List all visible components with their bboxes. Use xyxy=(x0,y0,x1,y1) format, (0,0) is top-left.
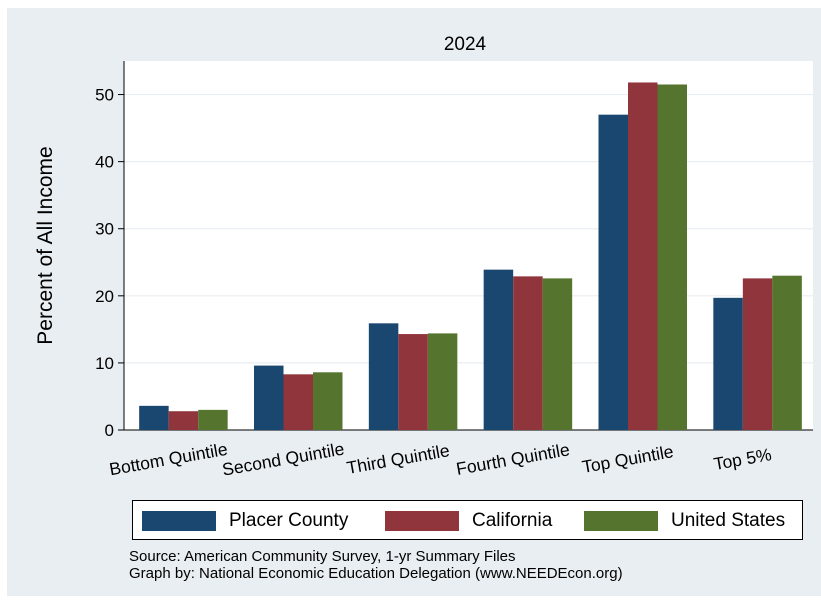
y-tick-label: 0 xyxy=(105,421,114,440)
legend-label-placer-county: Placer County xyxy=(229,510,349,531)
bar-placer-county-top-quintile xyxy=(598,114,628,430)
legend-swatch-united-states xyxy=(584,511,658,531)
x-tick-label: Bottom Quintile xyxy=(108,439,229,479)
plot-area xyxy=(124,61,813,430)
source-note: Source: American Community Survey, 1-yr … xyxy=(129,548,516,565)
bar-united-states-fourth-quintile xyxy=(542,278,573,430)
legend-label-california: California xyxy=(472,510,553,531)
bar-california-top-5 xyxy=(742,278,773,430)
bar-placer-county-bottom-quintile xyxy=(139,405,169,430)
y-tick-label: 10 xyxy=(95,354,114,373)
y-tick-label: 40 xyxy=(95,153,114,172)
legend-item-united-states: United States xyxy=(584,510,785,532)
legend-item-california: California xyxy=(385,510,552,532)
credit-note: Graph by: National Economic Education De… xyxy=(129,565,623,582)
y-tick-label: 20 xyxy=(95,287,114,306)
bar-united-states-second-quintile xyxy=(313,372,343,430)
x-tick-label: Fourth Quintile xyxy=(455,439,572,479)
bar-united-states-top-5 xyxy=(772,275,802,430)
bar-california-top-quintile xyxy=(628,82,658,431)
bar-united-states-top-quintile xyxy=(657,84,687,431)
bar-placer-county-third-quintile xyxy=(368,323,399,430)
legend-swatch-placer-county xyxy=(142,511,216,531)
bar-united-states-third-quintile xyxy=(427,333,458,430)
x-tick-label: Top 5% xyxy=(712,444,773,474)
bar-california-bottom-quintile xyxy=(168,411,199,430)
legend-item-placer-county: Placer County xyxy=(142,510,348,532)
bar-united-states-bottom-quintile xyxy=(198,409,228,430)
y-tick-label: 30 xyxy=(95,220,114,239)
y-tick-label: 50 xyxy=(95,86,114,105)
legend-swatch-california xyxy=(385,511,459,531)
x-tick-label: Second Quintile xyxy=(221,439,346,480)
bar-california-third-quintile xyxy=(398,334,428,430)
bar-california-second-quintile xyxy=(283,374,313,430)
y-axis-title: Percent of All Income xyxy=(34,146,57,344)
legend-label-united-states: United States xyxy=(671,510,786,531)
bar-placer-county-second-quintile xyxy=(254,365,284,430)
chart-title: 2024 xyxy=(443,34,487,55)
bar-placer-county-top-5 xyxy=(713,297,743,430)
bar-placer-county-fourth-quintile xyxy=(483,269,514,430)
bar-california-fourth-quintile xyxy=(513,276,543,430)
x-tick-label: Third Quintile xyxy=(345,440,451,478)
legend: Placer County California United States xyxy=(132,500,803,540)
bar-chart: 0 10 20 30 40 50 Percent of All Income Bottom Q… xyxy=(34,61,813,480)
x-tick-label: Top Quintile xyxy=(580,441,674,477)
